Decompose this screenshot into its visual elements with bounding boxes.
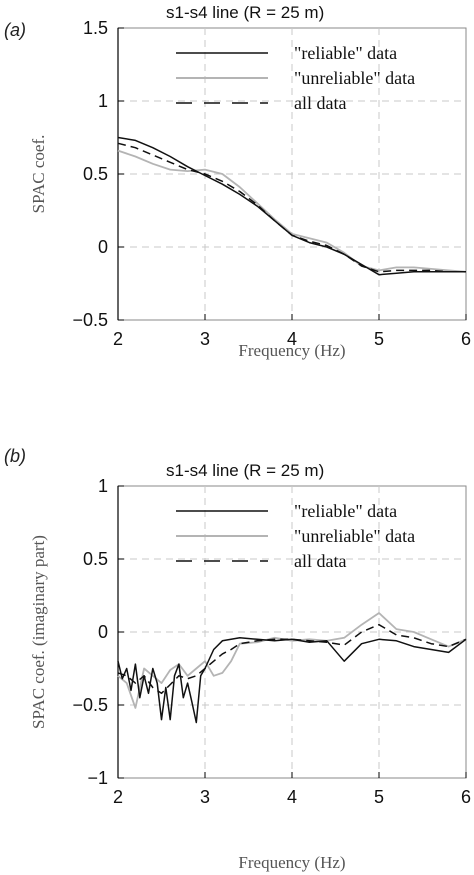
panel-b-gridlines bbox=[118, 486, 466, 778]
panel-a-x-tick-label-0: 2 bbox=[113, 329, 123, 349]
panel-b-legend: "reliable" data "unreliable" data all data bbox=[176, 501, 415, 571]
panel-b-series-2-line bbox=[117, 612, 467, 709]
panel-a-x-axis-label: Frequency (Hz) bbox=[238, 341, 345, 360]
panel-a-x-tick-label-2: 4 bbox=[287, 329, 297, 349]
panel-b-y-tick-label-1: 0.5 bbox=[83, 549, 108, 569]
panel-b-x-tick-labels: 2 3 4 5 6 bbox=[113, 787, 471, 807]
panel-a-gridlines bbox=[118, 28, 466, 320]
panel-b-title: s1-s4 line (R = 25 m) bbox=[166, 461, 324, 480]
panel-b-tick-marks bbox=[117, 485, 467, 779]
panel-b-x-tick-label-1: 3 bbox=[200, 787, 210, 807]
panel-a-title: s1-s4 line (R = 25 m) bbox=[166, 3, 324, 22]
panel-b-legend-label-1: "reliable" data bbox=[294, 501, 397, 521]
panel-a-legend-label-3: all data bbox=[294, 93, 346, 113]
panel-b-legend-label-2: "unreliable" data bbox=[294, 526, 415, 546]
panel-a-x-tick-label-1: 3 bbox=[200, 329, 210, 349]
panel-a-y-tick-label-2: 0.5 bbox=[83, 164, 108, 184]
panel-b-chart: 1 0.5 0 −0.5 −1 2 3 4 5 6 (b) s1-s4 line (R = 25… bbox=[4, 446, 471, 872]
panel-a-y-tick-label-1: 1 bbox=[98, 91, 108, 111]
panel-b-series-layer bbox=[117, 612, 467, 724]
panel-a-x-tick-labels: 2 3 4 5 6 bbox=[113, 329, 471, 349]
panel-a-x-tick-label-4: 6 bbox=[461, 329, 471, 349]
panel-b-x-tick-label-0: 2 bbox=[113, 787, 123, 807]
panel-a-y-tick-label-0: 1.5 bbox=[83, 18, 108, 38]
panel-a-series-1-line bbox=[117, 136, 466, 276]
panel-a-label: (a) bbox=[4, 20, 26, 40]
panel-b-y-tick-label-4: −1 bbox=[87, 768, 108, 788]
panel-a-tick-marks bbox=[117, 27, 467, 321]
panel-b-y-tick-label-2: 0 bbox=[98, 622, 108, 642]
panel-b-label: (b) bbox=[4, 446, 26, 466]
panel-a-x-tick-label-3: 5 bbox=[374, 329, 384, 349]
panel-b-x-tick-label-4: 6 bbox=[461, 787, 471, 807]
panel-b-x-tick-label-2: 4 bbox=[287, 787, 297, 807]
panel-a-series-2-line bbox=[117, 149, 467, 273]
panel-a-series-3-line bbox=[117, 142, 466, 273]
panel-a-legend-label-1: "reliable" data bbox=[294, 43, 397, 63]
panel-b-y-axis-label: SPAC coef. (imaginary part) bbox=[29, 535, 48, 729]
panel-b-series-3-line bbox=[117, 623, 467, 695]
panel-b-y-tick-labels: 1 0.5 0 −0.5 −1 bbox=[72, 476, 108, 788]
panel-a-chart: 1.5 1 0.5 0 −0.5 2 3 4 5 6 (a) s1-s4 line (R = 2… bbox=[4, 3, 471, 360]
panel-a-series-layer bbox=[117, 136, 467, 276]
panel-a-y-axis-label: SPAC coef. bbox=[29, 135, 48, 214]
panel-b-x-axis-label: Frequency (Hz) bbox=[238, 853, 345, 872]
panel-b-y-tick-label-3: −0.5 bbox=[72, 695, 108, 715]
panel-a-legend-label-2: "unreliable" data bbox=[294, 68, 415, 88]
panel-a-y-tick-label-3: 0 bbox=[98, 237, 108, 257]
panel-b-legend-label-3: all data bbox=[294, 551, 346, 571]
panel-b-y-tick-label-0: 1 bbox=[98, 476, 108, 496]
panel-a-y-tick-label-4: −0.5 bbox=[72, 310, 108, 330]
panel-a-y-tick-labels: 1.5 1 0.5 0 −0.5 bbox=[72, 18, 108, 330]
panel-b-x-tick-label-3: 5 bbox=[374, 787, 384, 807]
panel-a-legend: "reliable" data "unreliable" data all data bbox=[176, 43, 415, 113]
